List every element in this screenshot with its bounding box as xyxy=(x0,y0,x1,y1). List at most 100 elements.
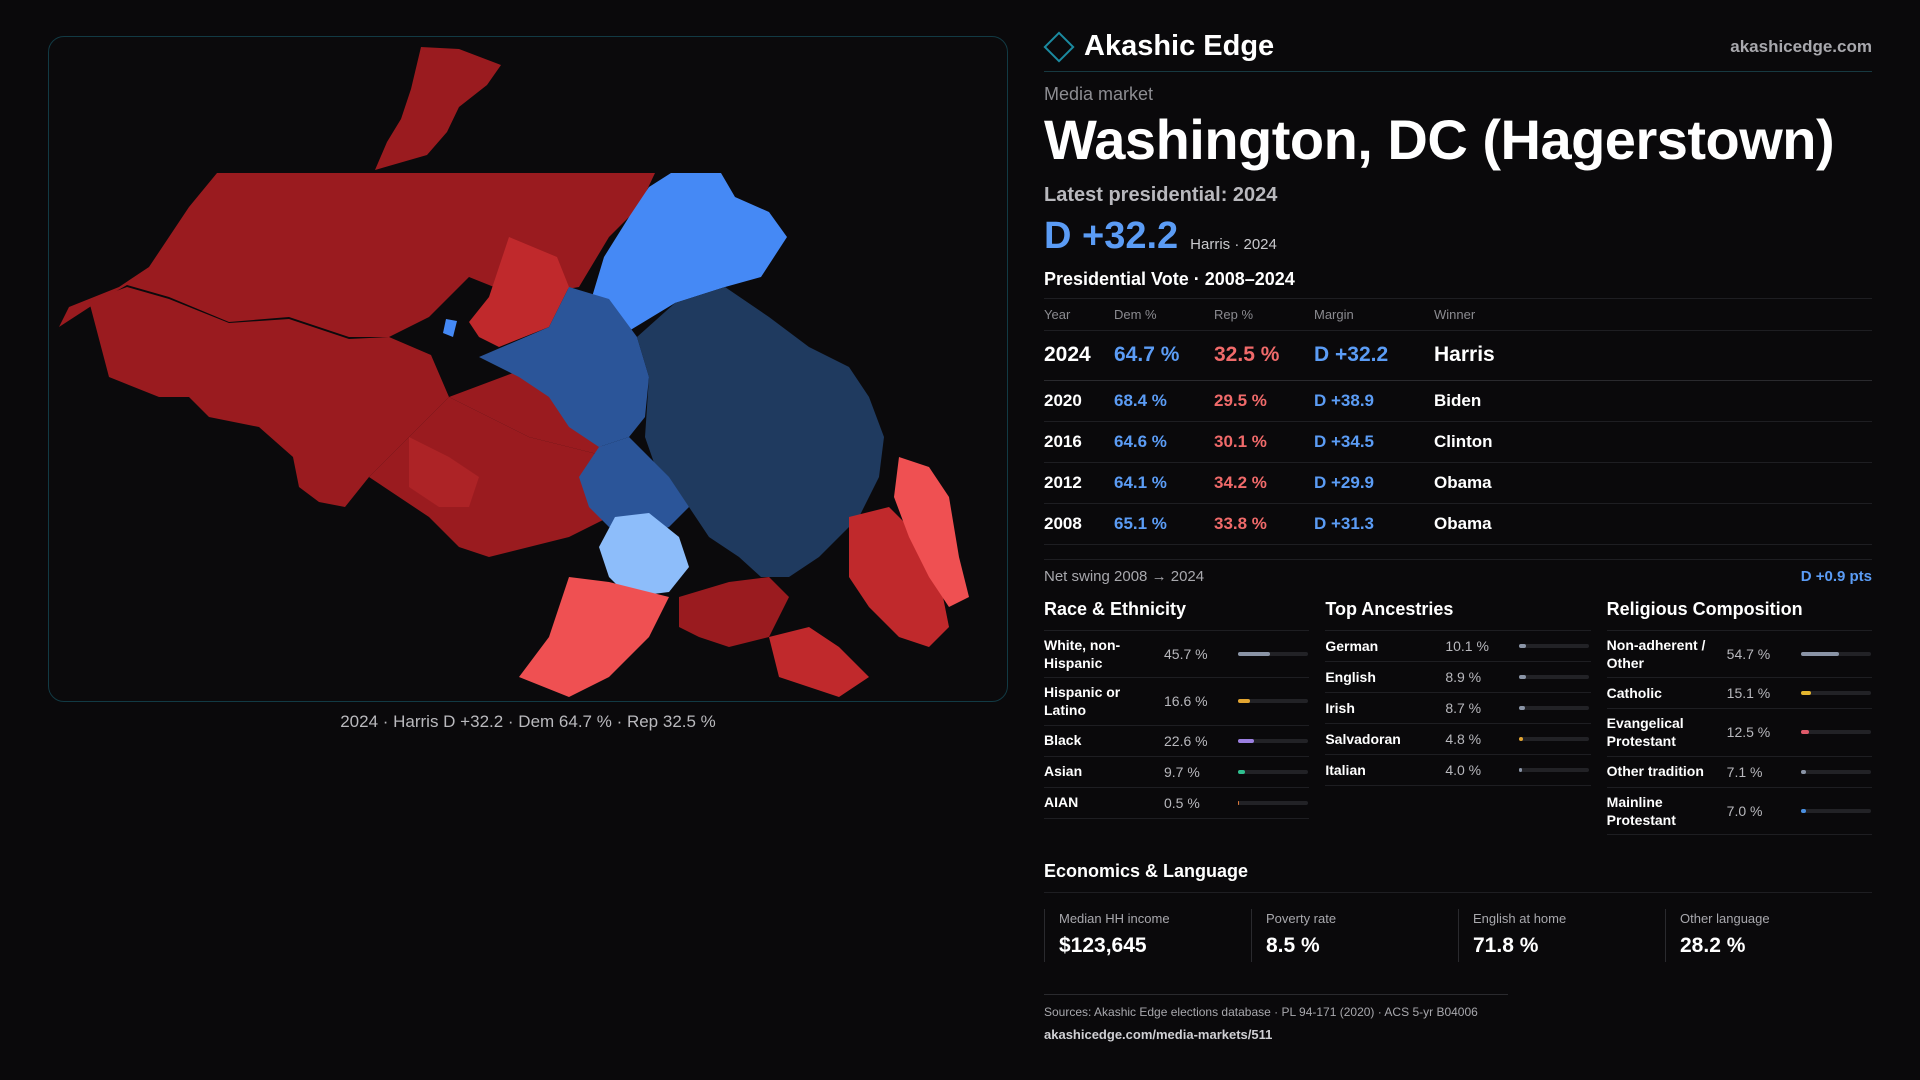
share-bar-fill xyxy=(1800,651,1839,656)
site-link[interactable]: akashicedge.com xyxy=(1730,36,1872,56)
column-header-winner: Winner xyxy=(1434,297,1872,331)
race-ethnicity-title: Race & Ethnicity xyxy=(1044,599,1310,631)
table-row: 2008 65.1 % 33.8 % D +31.3 Obama xyxy=(1044,503,1872,545)
race-list: White, non-Hispanic 45.7 % Hispanic or Lat… xyxy=(1044,631,1310,819)
county-shape[interactable] xyxy=(443,319,457,337)
latest-margin: D +32.2 Harris · 2024 xyxy=(1044,217,1872,255)
share-bar xyxy=(1238,651,1308,656)
list-item-value: 8.7 % xyxy=(1445,699,1482,716)
cell-winner: Clinton xyxy=(1434,421,1872,463)
cell-margin: D +29.9 xyxy=(1314,462,1434,504)
share-bar-fill xyxy=(1238,769,1245,774)
county-shape[interactable] xyxy=(679,577,789,647)
share-bar-fill xyxy=(1519,643,1527,648)
sources-link[interactable]: akashicedge.com/media-markets/511 xyxy=(1044,1026,1273,1042)
list-item: Black 22.6 % xyxy=(1044,726,1310,757)
share-bar xyxy=(1519,767,1590,772)
cell-dem: 68.4 % xyxy=(1114,380,1214,422)
list-item-value: 4.0 % xyxy=(1445,761,1482,778)
map-caption: 2024 · Harris D +32.2 · Dem 64.7 % · Rep… xyxy=(340,712,716,731)
econ-card-value: $123,645 xyxy=(1059,933,1147,957)
county-shape[interactable] xyxy=(589,173,787,337)
cell-rep: 33.8 % xyxy=(1214,503,1314,545)
share-bar xyxy=(1800,769,1871,774)
cell-dem: 64.1 % xyxy=(1114,462,1214,504)
share-bar-fill xyxy=(1238,738,1254,743)
county-shape[interactable] xyxy=(579,437,689,537)
econ-card: Median HH income $123,645 xyxy=(1044,908,1251,962)
county-shape[interactable] xyxy=(769,627,869,697)
county-shape[interactable] xyxy=(519,577,669,697)
table-row: 2016 64.6 % 30.1 % D +34.5 Clinton xyxy=(1044,421,1872,463)
county-shape[interactable] xyxy=(599,513,689,597)
table-row: 2024 64.7 % 32.5 % D +32.2 Harris xyxy=(1044,330,1872,381)
cell-year: 2020 xyxy=(1044,380,1114,422)
column-header-margin: Margin xyxy=(1314,297,1434,331)
cell-margin: D +38.9 xyxy=(1314,380,1434,422)
share-bar xyxy=(1519,643,1590,648)
cell-year: 2008 xyxy=(1044,503,1114,545)
list-item-label: Other tradition xyxy=(1606,763,1704,780)
cell-winner: Obama xyxy=(1434,503,1872,545)
county-shape[interactable] xyxy=(469,237,569,347)
sources: Sources: Akashic Edge elections database… xyxy=(1044,993,1508,1042)
list-item-label: AIAN xyxy=(1044,794,1079,811)
latest-presidential-label: Latest presidential: 2024 xyxy=(1044,183,1278,206)
county-shape[interactable] xyxy=(89,287,449,507)
county-shape[interactable] xyxy=(894,457,969,607)
share-bar xyxy=(1238,800,1308,805)
list-item-label: Italian xyxy=(1325,761,1366,778)
share-bar-fill xyxy=(1800,691,1812,696)
county-shape[interactable] xyxy=(479,287,649,447)
cell-dem: 64.6 % xyxy=(1114,421,1214,463)
list-item-label: Hispanic or Latino xyxy=(1044,684,1121,719)
share-bar xyxy=(1800,808,1871,813)
demographics: Race & Ethnicity White, non-Hispanic 45.7… xyxy=(1044,599,1872,835)
list-item: Irish 8.7 % xyxy=(1325,693,1591,724)
county-map-panel xyxy=(48,36,1008,702)
cell-year: 2024 xyxy=(1044,330,1114,381)
list-item-label: Mainline Protestant xyxy=(1606,793,1676,828)
latest-margin-value: D +32.2 xyxy=(1044,214,1179,257)
list-item-value: 0.5 % xyxy=(1164,794,1200,811)
list-item-value: 7.0 % xyxy=(1726,802,1763,819)
ancestry-list: German 10.1 % English 8.9 % Irish 8.7 % Salvad… xyxy=(1325,631,1591,786)
list-item-value: 8.9 % xyxy=(1445,668,1482,685)
cell-margin: D +34.5 xyxy=(1314,421,1434,463)
share-bar xyxy=(1800,730,1871,735)
share-bar-fill xyxy=(1519,674,1526,679)
econ-card-value: 71.8 % xyxy=(1473,933,1539,957)
econ-card-label: Poverty rate xyxy=(1266,910,1337,926)
list-item-value: 22.6 % xyxy=(1164,732,1208,749)
share-bar xyxy=(1238,738,1308,743)
share-bar xyxy=(1238,769,1308,774)
county-map[interactable] xyxy=(49,37,1008,702)
cell-dem: 65.1 % xyxy=(1114,503,1214,545)
list-item-label: White, non-Hispanic xyxy=(1044,636,1121,671)
economics-language-title: Economics & Language xyxy=(1044,861,1872,893)
brand[interactable]: Akashic Edge xyxy=(1043,30,1274,63)
list-item: German 10.1 % xyxy=(1325,631,1591,662)
list-item-label: Catholic xyxy=(1606,685,1662,702)
list-item-value: 12.5 % xyxy=(1726,724,1771,741)
religious-composition-title: Religious Composition xyxy=(1606,599,1872,631)
share-bar xyxy=(1519,705,1590,710)
county-shape[interactable] xyxy=(637,287,884,577)
net-swing-value: D +0.9 pts xyxy=(1800,567,1872,585)
cell-dem: 64.7 % xyxy=(1114,330,1214,381)
list-item-value: 54.7 % xyxy=(1726,645,1771,662)
county-shape[interactable] xyxy=(375,47,501,170)
list-item-label: Irish xyxy=(1325,699,1355,716)
list-item: Non-adherent / Other 54.7 % xyxy=(1606,631,1872,679)
share-bar xyxy=(1800,651,1871,656)
county-shape[interactable] xyxy=(409,437,479,507)
list-item: Salvadoran 4.8 % xyxy=(1325,724,1591,755)
county-shape[interactable] xyxy=(849,507,949,647)
share-bar-fill xyxy=(1519,705,1526,710)
econ-card-value: 8.5 % xyxy=(1266,933,1320,957)
list-item-label: Non-adherent / Other xyxy=(1606,636,1706,671)
econ-card-label: Median HH income xyxy=(1059,910,1170,926)
diamond-logo-icon xyxy=(1043,30,1075,63)
county-shape[interactable] xyxy=(59,173,655,337)
county-shape[interactable] xyxy=(369,397,639,557)
